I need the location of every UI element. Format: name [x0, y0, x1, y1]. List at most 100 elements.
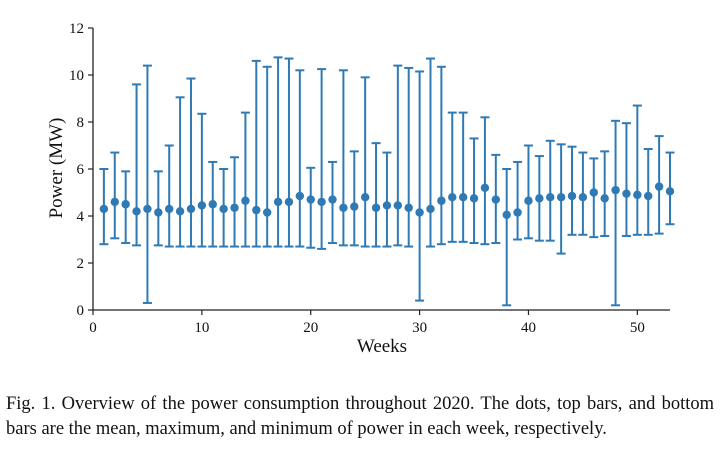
mean-dot [382, 201, 392, 210]
mean-dot [186, 204, 196, 214]
mean-dot [426, 204, 435, 214]
week-errorbar [164, 144, 174, 248]
mean-dot [132, 207, 141, 216]
week-errorbar [328, 160, 338, 245]
mean-dot [219, 204, 228, 214]
y-tick-label: 0 [77, 303, 85, 319]
mean-dot [513, 208, 522, 217]
week-errorbar [611, 119, 621, 307]
mean-dot [546, 193, 555, 202]
mean-dot [252, 205, 261, 215]
mean-dot [230, 203, 239, 212]
mean-dot [99, 204, 109, 214]
y-tick-label: 12 [69, 21, 84, 37]
week-errorbar [371, 142, 381, 248]
week-errorbar [208, 160, 218, 248]
week-errorbar [404, 66, 414, 248]
mean-dot [535, 194, 544, 203]
x-tick-label: 30 [412, 320, 427, 336]
x-tick-label: 10 [194, 320, 209, 336]
week-errorbar [589, 157, 599, 239]
mean-dot [622, 189, 631, 198]
week-errorbar [219, 168, 229, 248]
mean-dot [633, 190, 642, 200]
mean-dot [262, 208, 272, 217]
mean-dot [273, 197, 283, 207]
week-errorbar [153, 170, 163, 247]
week-errorbar [523, 144, 533, 240]
week-errorbar [643, 148, 653, 236]
week-errorbar [186, 77, 196, 248]
mean-dot [295, 191, 305, 201]
mean-dot [154, 208, 163, 217]
mean-dot [611, 185, 620, 195]
mean-dot [339, 203, 348, 212]
week-errorbar [545, 139, 555, 242]
mean-dot [371, 203, 381, 212]
figure-caption: Fig. 1. Overview of the power consumptio… [6, 394, 714, 439]
week-errorbar [513, 160, 523, 241]
week-errorbar [491, 153, 501, 245]
week-errorbar [306, 166, 316, 249]
mean-dot [208, 200, 217, 209]
week-errorbar [132, 83, 142, 247]
week-errorbar [197, 112, 207, 248]
mean-dot [328, 195, 337, 204]
mean-dot [317, 197, 326, 207]
week-errorbar [240, 111, 250, 248]
mean-dot [306, 195, 315, 204]
x-axis-title: Weeks [357, 336, 407, 357]
week-errorbar [415, 70, 425, 302]
mean-dot [437, 196, 446, 205]
week-errorbar [654, 135, 664, 235]
week-errorbar [480, 116, 490, 246]
mean-dot [458, 193, 468, 202]
week-errorbar [556, 143, 566, 255]
week-errorbar [447, 111, 457, 243]
x-tick-label: 40 [521, 320, 536, 336]
mean-dot [448, 193, 457, 202]
mean-dot [284, 197, 294, 207]
y-tick-label: 2 [77, 256, 85, 272]
mean-dot [589, 188, 598, 197]
mean-dot [350, 202, 359, 211]
week-errorbar [382, 151, 392, 248]
week-errorbar [99, 168, 109, 246]
week-errorbar [110, 151, 120, 240]
week-errorbar [502, 168, 512, 307]
week-errorbar [230, 156, 240, 248]
chart-marks [99, 56, 675, 307]
week-errorbar [338, 69, 348, 247]
y-tick-label: 8 [77, 115, 85, 131]
mean-dot [393, 201, 403, 210]
y-axis-title: Power (MW) [46, 118, 67, 219]
x-tick-label: 20 [303, 320, 318, 336]
mean-dot [524, 196, 533, 205]
week-errorbar [425, 57, 435, 248]
week-errorbar [436, 65, 446, 246]
week-errorbar [175, 96, 185, 248]
mean-dot [404, 203, 413, 212]
mean-dot [567, 191, 577, 201]
mean-dot [480, 183, 490, 192]
week-errorbar [621, 122, 631, 237]
mean-dot [110, 197, 119, 207]
week-errorbar [284, 57, 294, 248]
mean-dot [165, 204, 174, 214]
x-tick-label: 0 [89, 320, 97, 336]
mean-dot [644, 191, 653, 201]
mean-dot [360, 193, 370, 202]
week-errorbar [295, 69, 305, 248]
mean-dot [600, 194, 609, 203]
mean-dot [241, 196, 250, 205]
y-tick-label: 10 [69, 68, 84, 84]
x-tick-label: 50 [630, 320, 645, 336]
mean-dot [469, 194, 479, 203]
mean-dot [578, 193, 588, 202]
week-errorbar [121, 170, 131, 245]
week-errorbar [665, 151, 675, 226]
week-errorbar [632, 104, 642, 236]
y-tick-label: 6 [77, 162, 85, 178]
week-errorbar [349, 150, 359, 247]
week-errorbar [534, 155, 544, 242]
